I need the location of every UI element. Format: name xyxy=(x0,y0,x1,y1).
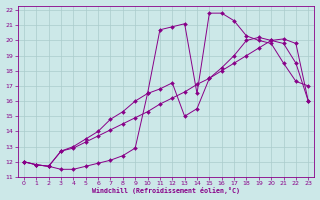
X-axis label: Windchill (Refroidissement éolien,°C): Windchill (Refroidissement éolien,°C) xyxy=(92,187,240,194)
